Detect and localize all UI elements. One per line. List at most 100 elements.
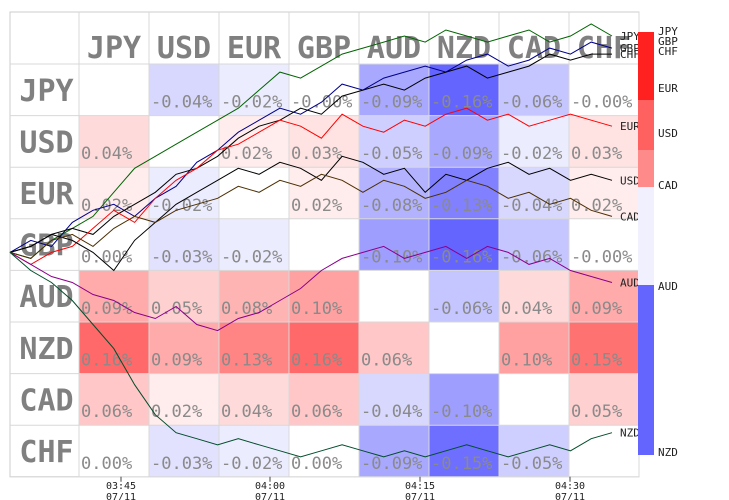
heatmap-cell-jpy-usd (149, 64, 219, 116)
x-tick-time: 04:30 (555, 481, 585, 492)
heatmap-cell-eur-nzd (429, 167, 499, 219)
line-end-label-nzd: NZD (620, 427, 640, 440)
row-header-usd: USD (19, 125, 73, 160)
cell-value-chf-usd: -0.03% (151, 454, 212, 474)
line-end-label-chf: CHF (620, 48, 640, 61)
heatmap-cell-aud-nzd (429, 270, 499, 322)
heatmap-cell-jpy-jpy (79, 64, 149, 116)
heatmap-cell-jpy-nzd (429, 64, 499, 116)
row-header-chf: CHF (19, 435, 73, 470)
x-tick-date: 07/11 (555, 492, 585, 500)
heatmap-cell-aud-gbp (289, 270, 359, 322)
heatmap-cell-cad-chf (569, 373, 639, 426)
cell-value-nzd-jpy: 0.16% (81, 351, 132, 371)
x-tick-time: 04:00 (255, 481, 285, 492)
heatmap-cell-gbp-eur (219, 218, 289, 271)
heatmap-cell-gbp-usd (149, 218, 219, 271)
cell-value-cad-gbp: 0.06% (291, 402, 342, 422)
row-header-eur: EUR (19, 177, 74, 212)
line-series-chf (9, 53, 612, 253)
column-header-eur: EUR (227, 31, 282, 66)
column-header-jpy: JPY (87, 31, 141, 66)
heatmap-cell-chf-usd (149, 425, 219, 477)
heatmap-cell-cad-nzd (429, 373, 499, 426)
cell-value-aud-chf: 0.09% (571, 299, 622, 319)
heatmap-cell-chf-eur (219, 425, 289, 477)
line-end-label-usd: USD (620, 174, 640, 187)
heatmap-cell-cad-usd (149, 373, 219, 426)
cell-value-jpy-chf: -0.00% (571, 93, 632, 113)
cell-value-eur-aud: -0.08% (361, 196, 422, 216)
cell-value-gbp-chf: -0.00% (571, 247, 632, 267)
heatmap-cell-usd-cad (499, 115, 569, 168)
heatmap-cell-gbp-cad (499, 218, 569, 271)
column-header-gbp: GBP (297, 31, 351, 66)
cell-value-usd-gbp: 0.03% (291, 144, 342, 164)
heatmap-cell-nzd-cad (499, 322, 569, 374)
cell-value-gbp-eur: -0.02% (221, 247, 282, 267)
line-series-nzd (9, 252, 613, 458)
heatmap-cell-gbp-nzd (429, 218, 499, 271)
cell-value-usd-jpy: 0.04% (81, 144, 132, 164)
legend-label-jpy: JPY (658, 25, 678, 38)
heatmap-cell-jpy-cad (499, 64, 569, 116)
cell-value-nzd-gbp: 0.16% (291, 351, 342, 371)
heatmap-cell-nzd-eur (219, 322, 289, 374)
heatmap-cell-usd-nzd (429, 115, 499, 168)
cell-value-chf-aud: -0.09% (361, 454, 422, 474)
heatmap-cell-eur-eur (219, 167, 289, 219)
cell-value-gbp-nzd: -0.16% (431, 247, 492, 267)
heatmap-cell-gbp-gbp (289, 218, 359, 271)
heatmap-cell-eur-chf (569, 167, 639, 219)
legend-label-chf: CHF (658, 45, 678, 58)
cell-value-nzd-usd: 0.09% (151, 351, 202, 371)
line-end-label-cad: CAD (620, 210, 640, 223)
line-series-aud (9, 245, 613, 332)
line-series-cad (9, 173, 613, 259)
column-header-aud: AUD (367, 31, 421, 66)
heatmap-cell-aud-aud (359, 270, 429, 322)
heatmap-cell-cad-eur (219, 373, 289, 426)
cell-value-cad-jpy: 0.06% (81, 402, 132, 422)
column-header-cad: CAD (507, 31, 561, 66)
cell-value-aud-gbp: 0.10% (291, 299, 342, 319)
line-end-label-jpy: JPY (620, 30, 640, 43)
cell-value-jpy-usd: -0.04% (151, 93, 212, 113)
row-header-jpy: JPY (19, 74, 73, 109)
heatmap-cell-nzd-gbp (289, 322, 359, 374)
cell-value-cad-aud: -0.04% (361, 402, 422, 422)
row-header-gbp: GBP (19, 229, 73, 264)
cell-value-chf-nzd: -0.15% (431, 454, 492, 474)
heatmap-cell-nzd-usd (149, 322, 219, 374)
cell-value-aud-nzd: -0.06% (431, 299, 492, 319)
cell-value-jpy-gbp: -0.00% (291, 93, 352, 113)
heatmap-cell-aud-eur (219, 270, 289, 322)
cell-value-aud-eur: 0.08% (221, 299, 272, 319)
heatmap-cell-chf-aud (359, 425, 429, 477)
heatmap-values: -0.04% -0.02% -0.00% -0.09% -0.16% -0.06% -0.0… (81, 93, 632, 474)
cell-value-usd-chf: 0.03% (571, 144, 622, 164)
cell-value-jpy-eur: -0.02% (221, 93, 282, 113)
heatmap-cell-gbp-aud (359, 218, 429, 271)
heatmap-cell-chf-cad (499, 425, 569, 477)
heatmap-cell-usd-gbp (289, 115, 359, 168)
cell-value-chf-jpy: 0.00% (81, 454, 132, 474)
legend-label-aud-bottom: AUD (658, 280, 678, 293)
line-series-gbp (9, 41, 613, 253)
cell-value-gbp-cad: -0.06% (501, 247, 562, 267)
heatmap-cell-chf-jpy (79, 425, 149, 477)
cell-value-chf-cad: -0.05% (501, 454, 562, 474)
heatmap-cell-jpy-eur (219, 64, 289, 116)
heatmap-cell-usd-eur (219, 115, 289, 168)
heatmap-cell-eur-aud (359, 167, 429, 219)
cell-value-eur-usd: -0.02% (151, 196, 212, 216)
cell-value-eur-chf: 0.02% (571, 196, 622, 216)
cell-value-usd-aud: -0.05% (361, 144, 422, 164)
column-header-usd: USD (157, 31, 211, 66)
legend-label-eur: EUR (658, 82, 678, 95)
line-end-label-eur: EUR (620, 120, 640, 133)
cell-value-nzd-aud: 0.06% (361, 351, 412, 371)
